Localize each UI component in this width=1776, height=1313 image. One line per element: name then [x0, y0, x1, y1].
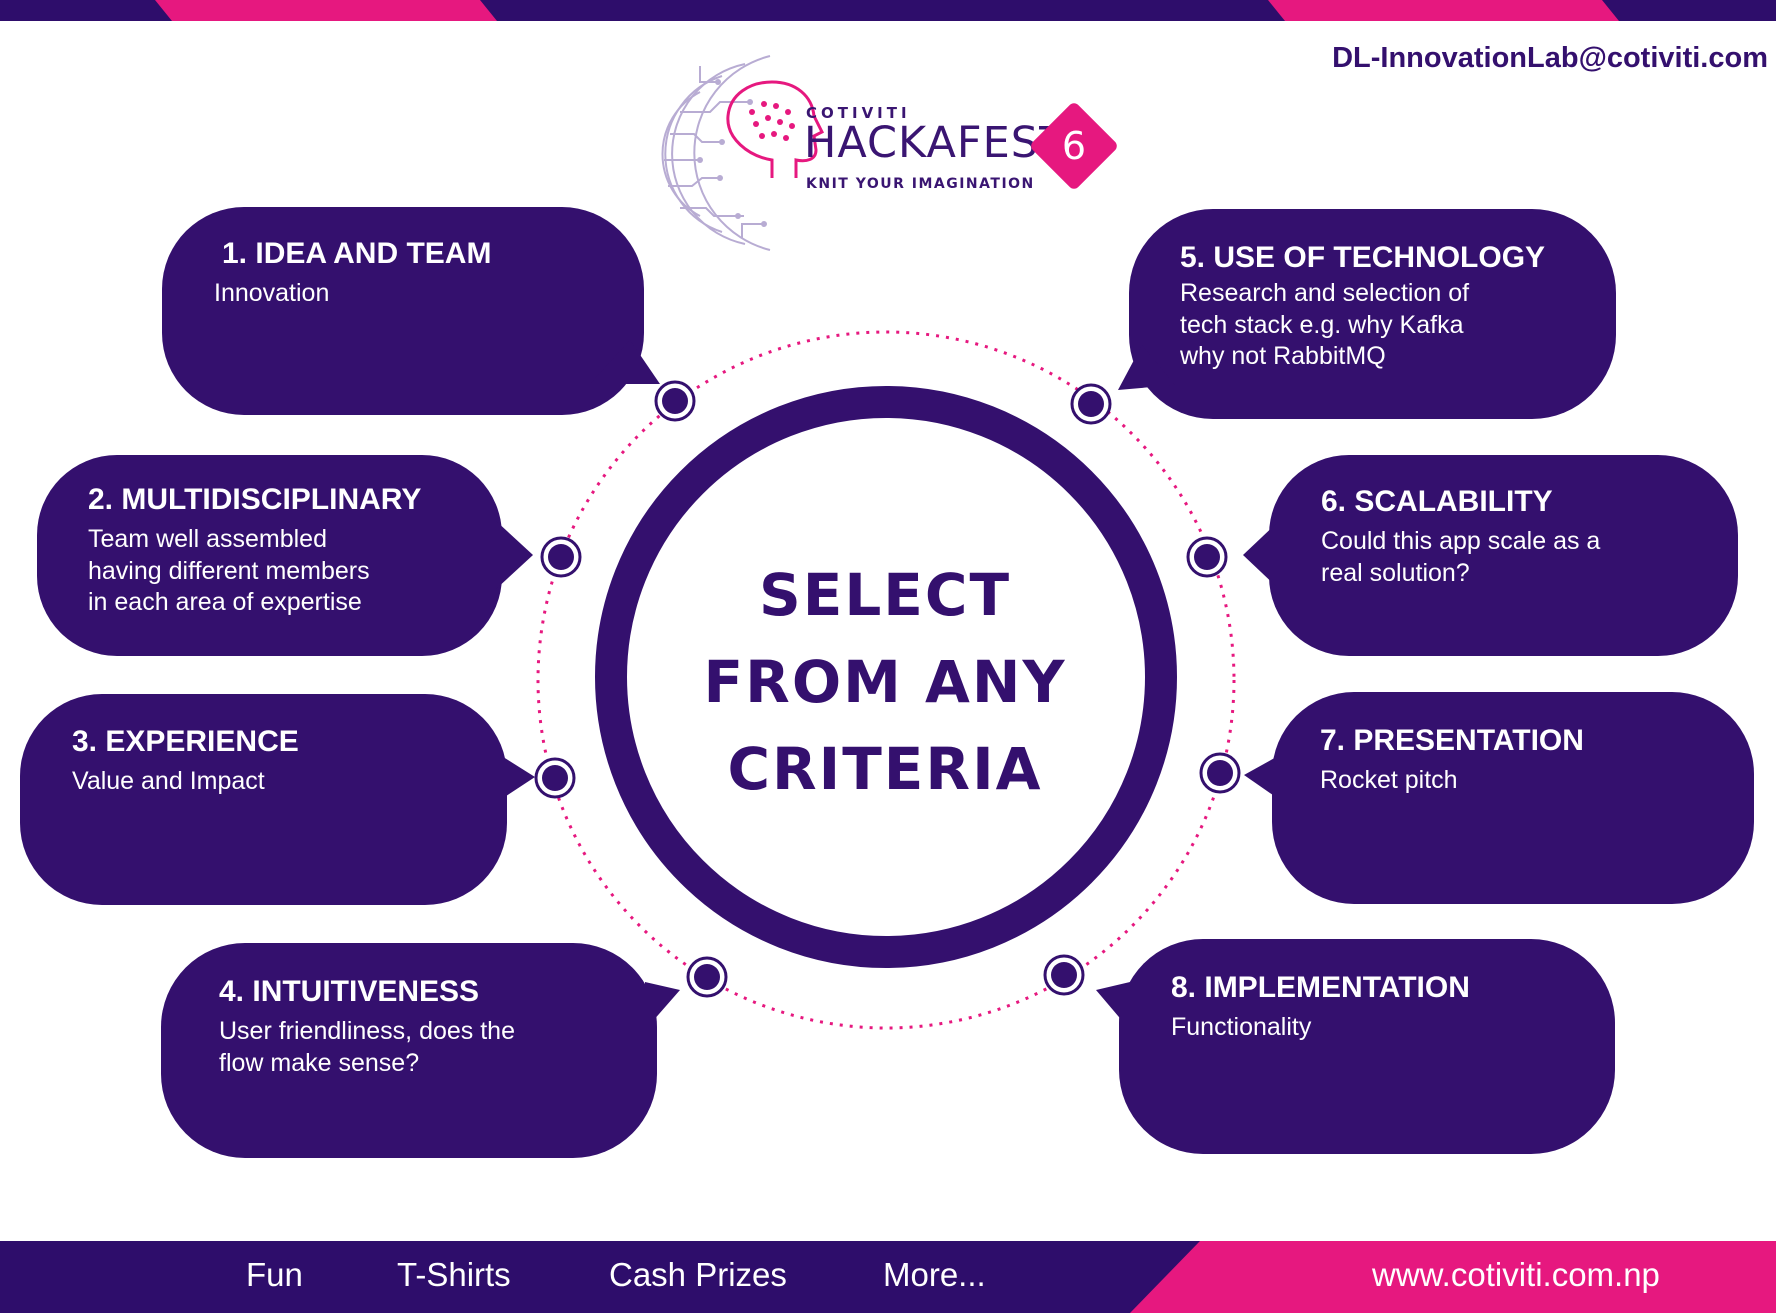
center-line-1: SELECT [758, 561, 1012, 629]
criterion-3-description: Value and Impact [72, 767, 265, 795]
footer-bar [0, 1241, 1776, 1313]
logo-tagline: KNIT YOUR IMAGINATION [806, 176, 1035, 192]
criterion-7-description: Rocket pitch [1320, 766, 1458, 794]
node-3 [534, 757, 576, 799]
node-4 [686, 956, 728, 998]
bubble-3-shape [20, 694, 507, 905]
event-name: HACKAFEST [804, 118, 1067, 168]
bubble-7-shape [1272, 692, 1754, 904]
node-6 [1186, 536, 1228, 578]
dotted-ring [536, 330, 1236, 1030]
brand-name: COTIVITI [806, 104, 911, 122]
center-line-3: CRITERIA [727, 735, 1043, 803]
criterion-6-title: 6. SCALABILITY [1321, 485, 1553, 518]
criterion-7-title: 7. PRESENTATION [1320, 724, 1584, 757]
criterion-4: 4. INTUITIVENESS User friendliness, does… [219, 974, 515, 1079]
criterion-2: 2. MULTIDISCIPLINARY Team well assembled… [88, 482, 421, 619]
footer-website-link[interactable]: www.cotiviti.com.np [1372, 1256, 1660, 1293]
criterion-8-description: Functionality [1171, 1013, 1312, 1041]
footer-item-cash-prizes: Cash Prizes [609, 1256, 787, 1293]
criterion-6-description: Could this app scale as a real solution? [1321, 527, 1601, 587]
criterion-4-description: User friendliness, does the flow make se… [219, 1017, 515, 1077]
bubble-4-shape [161, 943, 657, 1158]
edition-number: 6 [1061, 124, 1087, 168]
criterion-8: 8. IMPLEMENTATION Functionality [1171, 970, 1470, 1044]
criterion-1: 1. IDEA AND TEAM Innovation [214, 236, 492, 310]
footer-item-more: More... [883, 1256, 986, 1293]
footer-item-tshirts: T-Shirts [397, 1256, 511, 1293]
criterion-5-title: 5. USE OF TECHNOLOGY [1180, 241, 1546, 274]
top-bar-accents [155, 0, 1619, 21]
center-heading: SELECT FROM ANY CRITERIA [640, 552, 1130, 813]
criterion-2-description: Team well assembled having different mem… [88, 525, 370, 616]
node-8 [1043, 954, 1085, 996]
criterion-8-title: 8. IMPLEMENTATION [1171, 971, 1470, 1004]
node-7 [1199, 752, 1241, 794]
criterion-3: 3. EXPERIENCE Value and Impact [72, 724, 299, 798]
bubble-1-shape [162, 207, 644, 415]
criterion-3-title: 3. EXPERIENCE [72, 725, 299, 758]
node-5 [1070, 383, 1112, 425]
criterion-5-description: Research and selection of tech stack e.g… [1180, 279, 1470, 370]
connector-nodes [534, 380, 1241, 998]
footer-item-fun: Fun [246, 1256, 303, 1293]
criterion-4-title: 4. INTUITIVENESS [219, 975, 480, 1008]
criterion-2-title: 2. MULTIDISCIPLINARY [88, 483, 422, 516]
criterion-7: 7. PRESENTATION Rocket pitch [1320, 723, 1584, 797]
bubble-5-shape [1129, 209, 1616, 419]
node-1 [654, 380, 696, 422]
node-2 [540, 536, 582, 578]
bubble-8-shape [1119, 939, 1615, 1154]
criterion-1-title: 1. IDEA AND TEAM [222, 237, 492, 270]
bubble-6-shape [1269, 455, 1738, 656]
bubble-2-shape [37, 455, 502, 656]
contact-email[interactable]: DL-InnovationLab@cotiviti.com [1332, 42, 1768, 74]
head-profile-icon [726, 80, 825, 178]
center-circle [595, 386, 1177, 968]
criterion-5: 5. USE OF TECHNOLOGY Research and select… [1180, 240, 1545, 373]
criterion-1-description: Innovation [214, 279, 330, 307]
circuit-logo-graphic [661, 55, 825, 251]
center-line-2: FROM ANY [703, 648, 1067, 716]
criterion-6: 6. SCALABILITY Could this app scale as a… [1321, 484, 1600, 589]
